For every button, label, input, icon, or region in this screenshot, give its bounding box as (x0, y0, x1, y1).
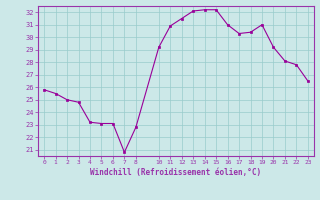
X-axis label: Windchill (Refroidissement éolien,°C): Windchill (Refroidissement éolien,°C) (91, 168, 261, 177)
